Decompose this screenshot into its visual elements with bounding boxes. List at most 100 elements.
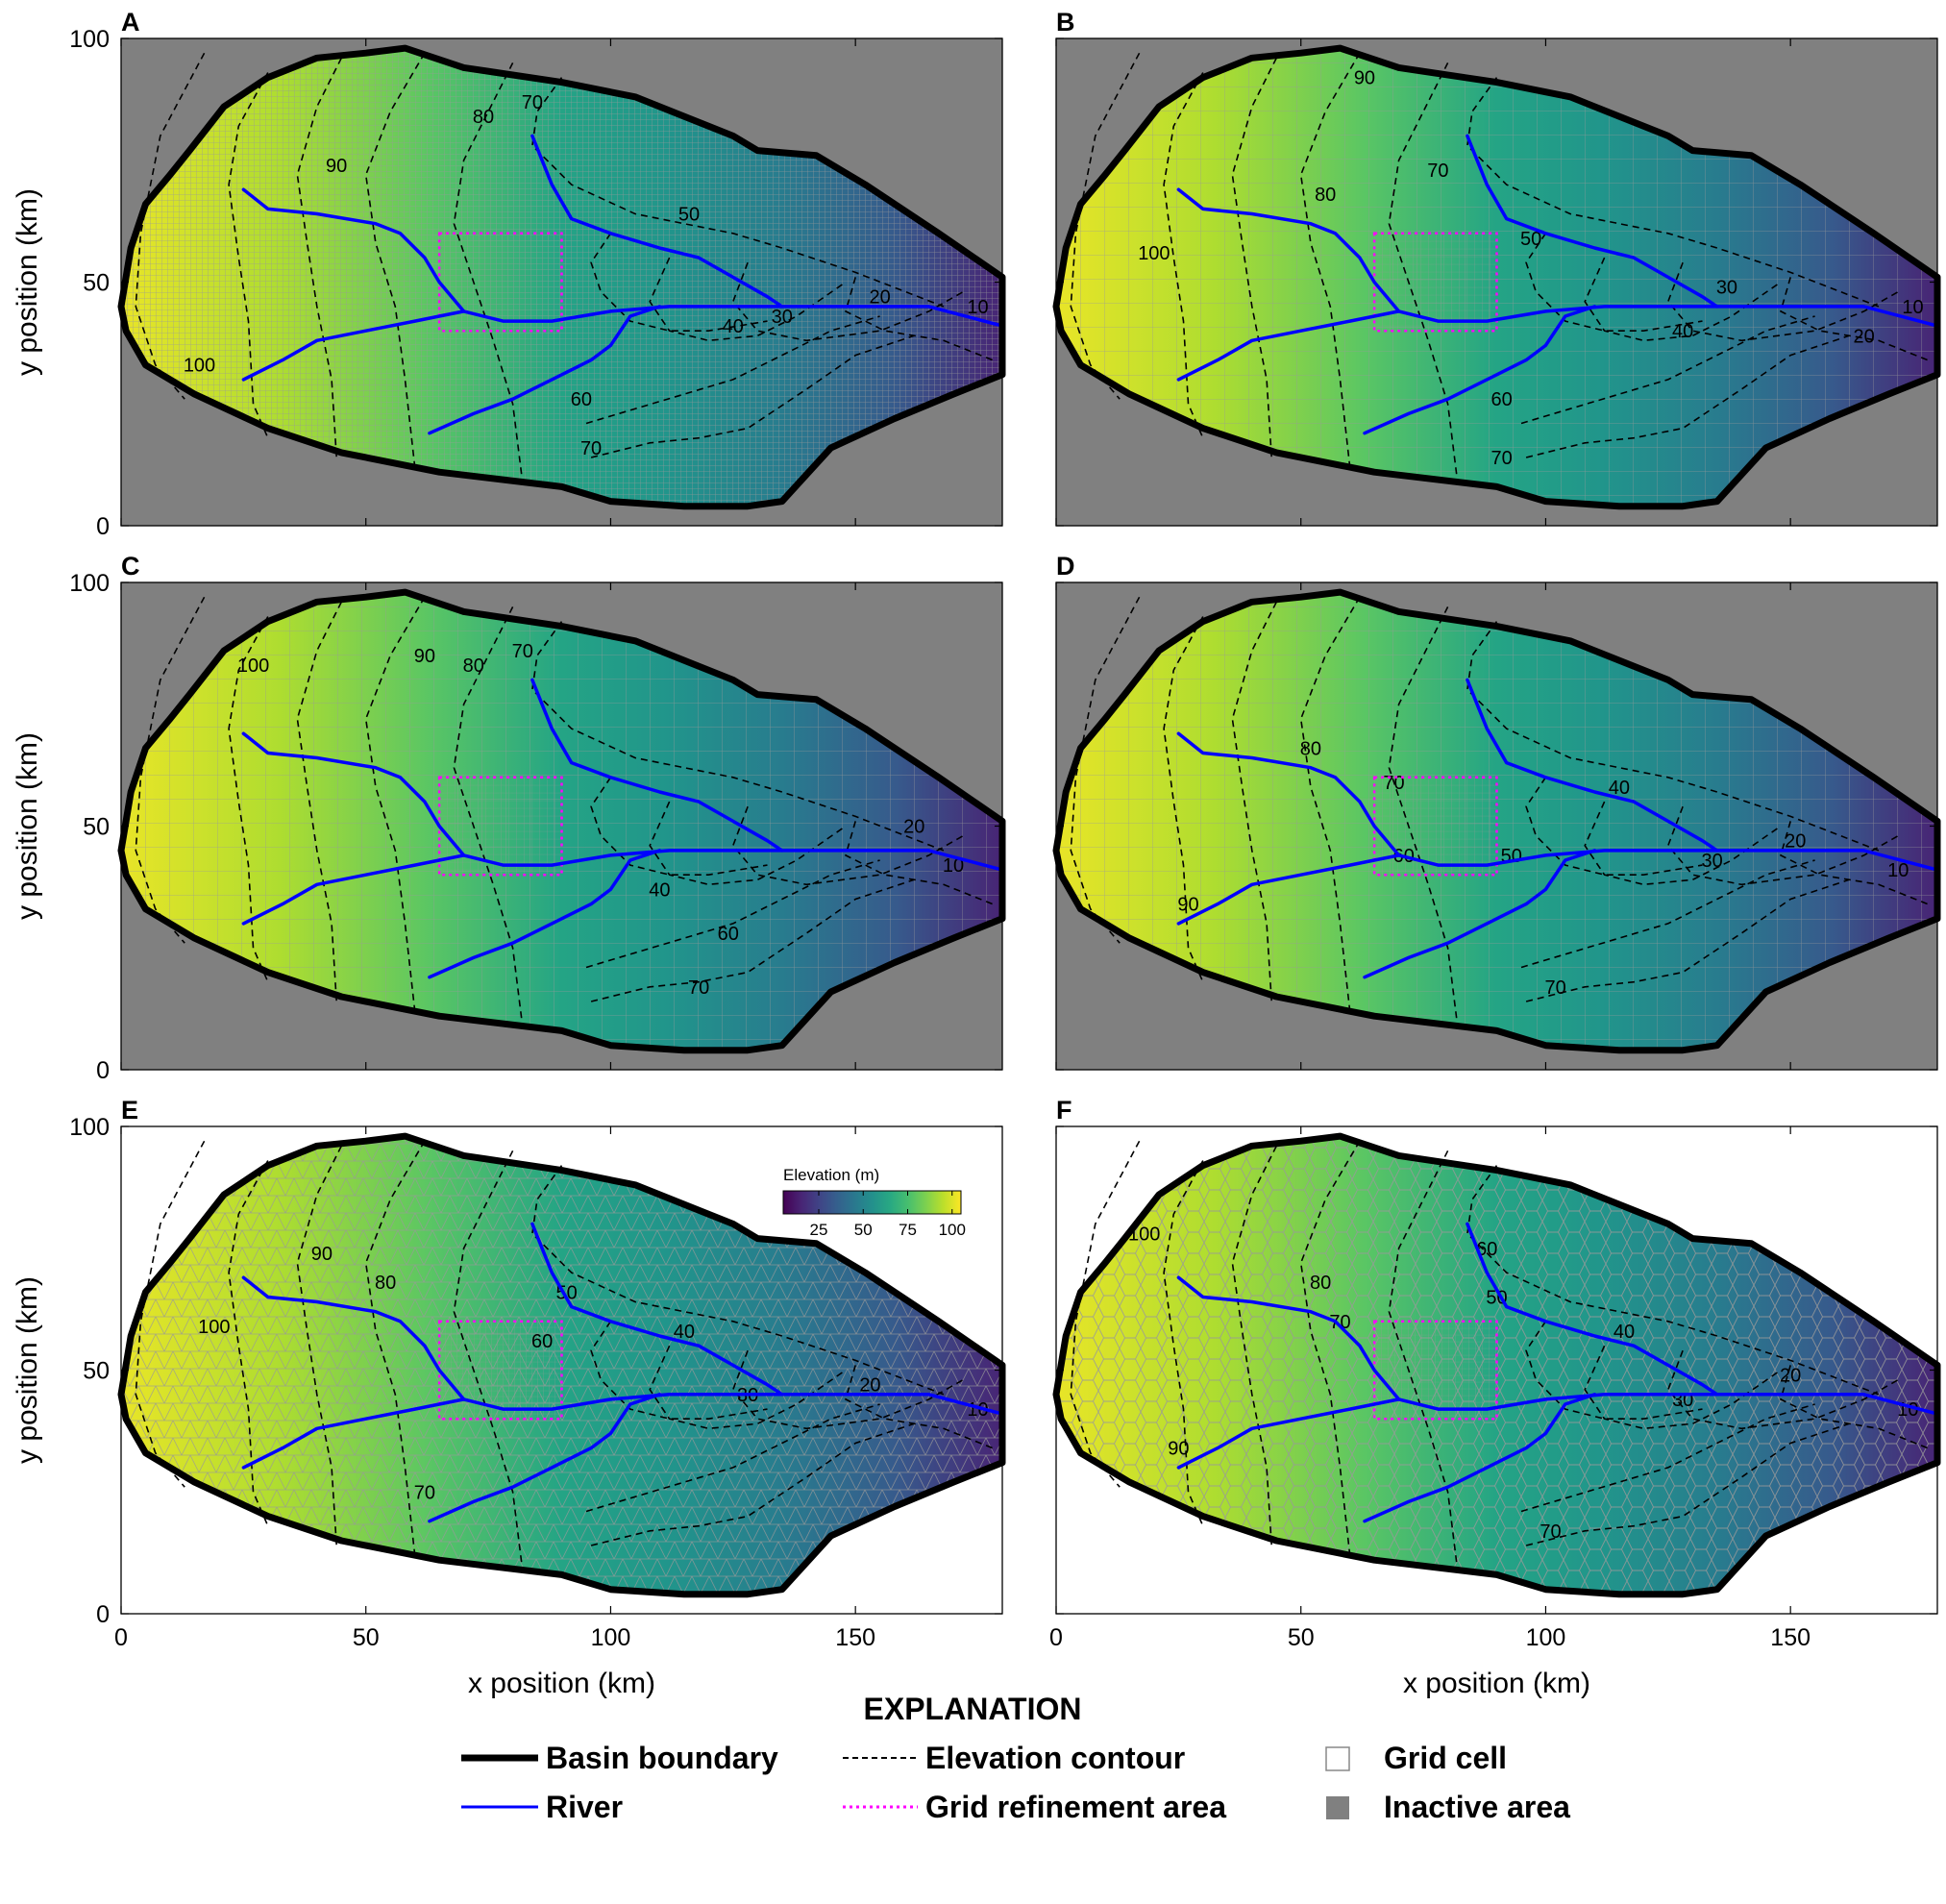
elevation-contour [1520, 1403, 1815, 1513]
river [1176, 1397, 1401, 1470]
river [530, 678, 784, 853]
elevation-contour [1525, 233, 1703, 333]
elevation-contour [1525, 334, 1850, 458]
elevation-contour [228, 1160, 269, 1527]
x-tick-label: 100 [591, 1624, 631, 1651]
contour-label: 20 [1785, 831, 1806, 853]
x-tick-label: 0 [114, 1624, 128, 1651]
colorbar-gradient [782, 1190, 962, 1215]
elevation-contour [1780, 821, 1929, 905]
basin-boundary [117, 588, 1006, 1054]
panel-letter: F [1056, 1096, 1072, 1125]
contour-label: 40 [1672, 321, 1693, 342]
elevation-contour [531, 1165, 945, 1396]
elevation-contour [1584, 801, 1782, 886]
river [1176, 187, 1939, 328]
panel-a: 100 90 80 70 50 30 40 20 10 60 70 0 50 100 Ay position… [12, 8, 1006, 540]
panel-c: 100 90 80 70 20 10 40 60 70 0 50 100 Cy position (km… [12, 552, 1006, 1084]
contour-label: 80 [463, 655, 484, 677]
y-axis-label: y position (km) [12, 1276, 43, 1464]
contour-label: 20 [859, 1375, 880, 1397]
contour-label: 40 [674, 1322, 695, 1343]
contour-label: 80 [375, 1273, 396, 1294]
contour-label: 90 [1354, 68, 1375, 89]
contour-label: 100 [198, 1317, 230, 1338]
basin-boundary [1052, 1132, 1941, 1598]
contour-label: 10 [943, 855, 964, 877]
contour-label: 20 [903, 817, 924, 838]
y-tick-label: 0 [96, 1601, 110, 1628]
elevation-contour [1466, 77, 1880, 308]
elevation-contour [453, 606, 524, 1026]
contour-label: 90 [414, 646, 435, 667]
elevation-contour [1163, 616, 1204, 983]
elevation-contour [1525, 1321, 1703, 1420]
elevation-contour [1520, 315, 1815, 425]
x-tick-label: 0 [1049, 1624, 1063, 1651]
y-axis-label: y position (km) [12, 732, 43, 920]
contour-label: 90 [1168, 1439, 1189, 1460]
y-tick-label: 50 [83, 1358, 110, 1385]
basin-boundary [1052, 588, 1941, 1054]
colorbar-tick-label: 25 [810, 1221, 828, 1239]
x-tick-label: 50 [353, 1624, 380, 1651]
elevation-contour [1466, 621, 1880, 852]
legend-symbol-grid-cell [1325, 1746, 1350, 1771]
elevation-contour [1163, 1160, 1204, 1527]
contour-label: 80 [1315, 185, 1336, 206]
contour-label: 90 [311, 1244, 333, 1265]
contour-label: 70 [1427, 161, 1448, 182]
elevation-contour [1525, 1422, 1850, 1546]
contour-label: 40 [1609, 778, 1630, 799]
elevation-contour [845, 277, 994, 361]
elevation-contour [228, 72, 269, 439]
elevation-contour [585, 1403, 880, 1513]
river [530, 1222, 784, 1397]
elevation-contour [585, 859, 880, 969]
y-tick-label: 0 [96, 1057, 110, 1084]
elevation-contour [590, 233, 768, 333]
panel-letter: D [1056, 552, 1075, 581]
river [241, 1275, 1004, 1416]
legend-label-grid-cell: Grid cell [1384, 1741, 1507, 1775]
contour-label: 50 [678, 205, 700, 226]
legend-label-grid-refinement-area: Grid refinement area [925, 1790, 1226, 1824]
contour-label: 70 [1329, 1312, 1350, 1333]
contour-label: 100 [1138, 243, 1170, 264]
river [241, 309, 466, 382]
panel-b: 100 90 80 70 50 30 10 40 20 60 70 B [1052, 8, 1941, 527]
elevation-contour [531, 621, 945, 852]
contour-label: 10 [967, 297, 988, 318]
river [1176, 731, 1939, 872]
elevation-contour [453, 62, 524, 482]
river [530, 134, 784, 309]
river [241, 853, 466, 926]
y-tick-label: 50 [83, 814, 110, 841]
colorbar-label: Elevation (m) [783, 1166, 879, 1184]
river [1176, 1275, 1939, 1416]
basin-boundary [117, 44, 1006, 510]
elevation-contour [731, 261, 964, 342]
contour-label: 90 [326, 156, 347, 177]
y-tick-label: 100 [69, 570, 110, 597]
elevation-contour [731, 805, 964, 886]
contour-label: 70 [580, 438, 602, 459]
contour-label: 50 [1520, 229, 1541, 250]
elevation-contour [1388, 62, 1459, 482]
river [1363, 849, 1597, 979]
panel-letter: A [121, 8, 140, 37]
contour-label: 20 [870, 287, 891, 309]
y-tick-label: 0 [96, 513, 110, 540]
contour-label: 70 [688, 977, 709, 999]
contour-label: 100 [184, 356, 215, 377]
contour-label: 30 [772, 307, 793, 328]
river [1176, 853, 1401, 926]
contour-label: 100 [1128, 1224, 1160, 1246]
legend-label-basin-boundary: Basin boundary [546, 1741, 778, 1775]
contour-label: 70 [1540, 1521, 1561, 1543]
contour-label: 100 [237, 655, 269, 677]
